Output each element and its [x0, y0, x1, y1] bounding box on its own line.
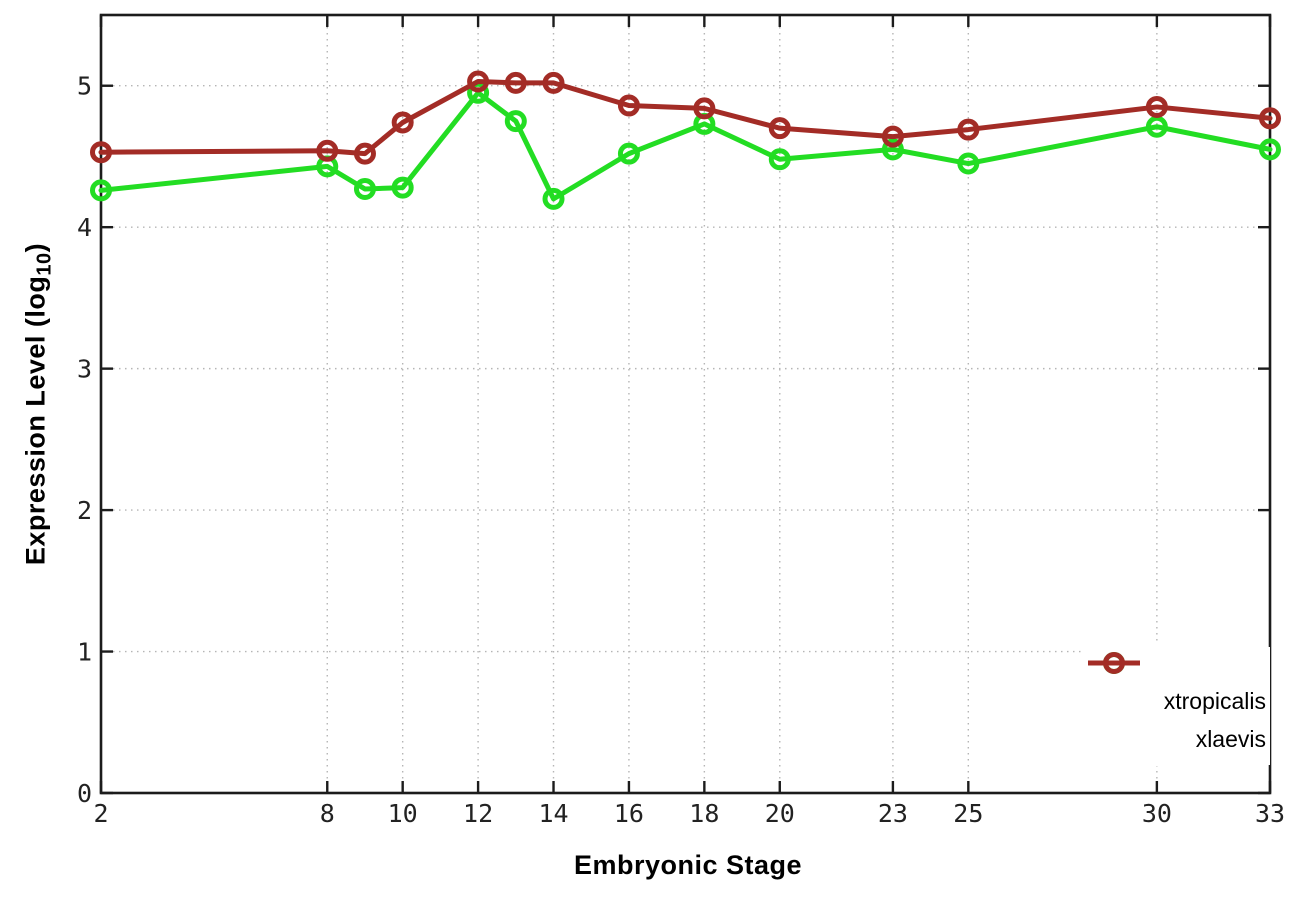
data-point-xlaevis: [542, 71, 565, 94]
x-tick-label: 8: [320, 799, 335, 828]
data-point-xlaevis: [504, 71, 527, 94]
y-tick-label: 1: [77, 638, 92, 667]
y-tick-label: 0: [77, 779, 92, 808]
data-point-xlaevis: [316, 139, 339, 162]
data-point-xlaevis: [768, 117, 791, 140]
y-axis-title-subscript: 10: [33, 252, 56, 276]
data-point-xtropicalis: [1145, 115, 1168, 138]
data-point-xlaevis: [391, 111, 414, 134]
legend: xtropicalis xlaevis: [1085, 647, 1270, 765]
data-point-xlaevis: [1145, 95, 1168, 118]
data-point-xtropicalis: [90, 179, 112, 202]
data-point-xlaevis: [693, 97, 716, 120]
data-point-xtropicalis: [768, 148, 791, 171]
y-axis-title-suffix: ): [20, 242, 51, 253]
x-tick-label: 30: [1142, 799, 1172, 828]
data-point-xlaevis: [957, 118, 980, 141]
x-tick-label: 25: [953, 799, 983, 828]
legend-label: xlaevis: [1195, 725, 1266, 752]
y-axis-title-text: Expression Level (log: [20, 275, 51, 566]
x-axis-title: Embryonic Stage: [573, 850, 803, 880]
data-point-xlaevis: [90, 141, 112, 164]
data-point-xtropicalis: [617, 142, 640, 165]
legend-sample-xlaevis: [1088, 652, 1140, 674]
legend-label: xtropicalis: [1163, 687, 1266, 714]
x-tick-label: 18: [689, 799, 719, 828]
data-point-xlaevis: [617, 94, 640, 117]
data-point-xtropicalis: [1259, 138, 1281, 161]
y-tick-label: 5: [77, 72, 92, 101]
y-tick-label: 3: [77, 355, 92, 384]
x-tick-label: 10: [388, 799, 418, 828]
data-point-xtropicalis: [353, 177, 376, 200]
x-tick-label: 12: [463, 799, 493, 828]
data-point-xtropicalis: [504, 110, 527, 133]
x-tick-label: 2: [93, 799, 108, 828]
series-line-xlaevis: [98, 78, 1273, 157]
x-tick-label: 23: [878, 799, 908, 828]
y-tick-label: 4: [77, 213, 92, 242]
x-tick-label: 20: [765, 799, 795, 828]
data-point-xtropicalis: [542, 187, 565, 210]
data-point-xtropicalis: [881, 138, 904, 161]
x-tick-label: 16: [614, 799, 644, 828]
data-point-xlaevis: [1259, 107, 1281, 130]
data-point-xlaevis: [467, 70, 490, 93]
x-tick-label: 33: [1255, 799, 1285, 828]
plot-border: [99, 13, 1272, 795]
y-tick-label: 2: [77, 496, 92, 525]
data-point-xtropicalis: [391, 176, 414, 199]
legend-item-xlaevis: xlaevis: [1088, 652, 1270, 756]
data-point-xlaevis: [881, 125, 904, 148]
x-tick-label: 14: [538, 799, 568, 828]
legend-item-xtropicalis: xtropicalis: [1088, 652, 1270, 718]
data-point-xlaevis: [353, 142, 376, 165]
data-point-xtropicalis: [957, 152, 980, 175]
